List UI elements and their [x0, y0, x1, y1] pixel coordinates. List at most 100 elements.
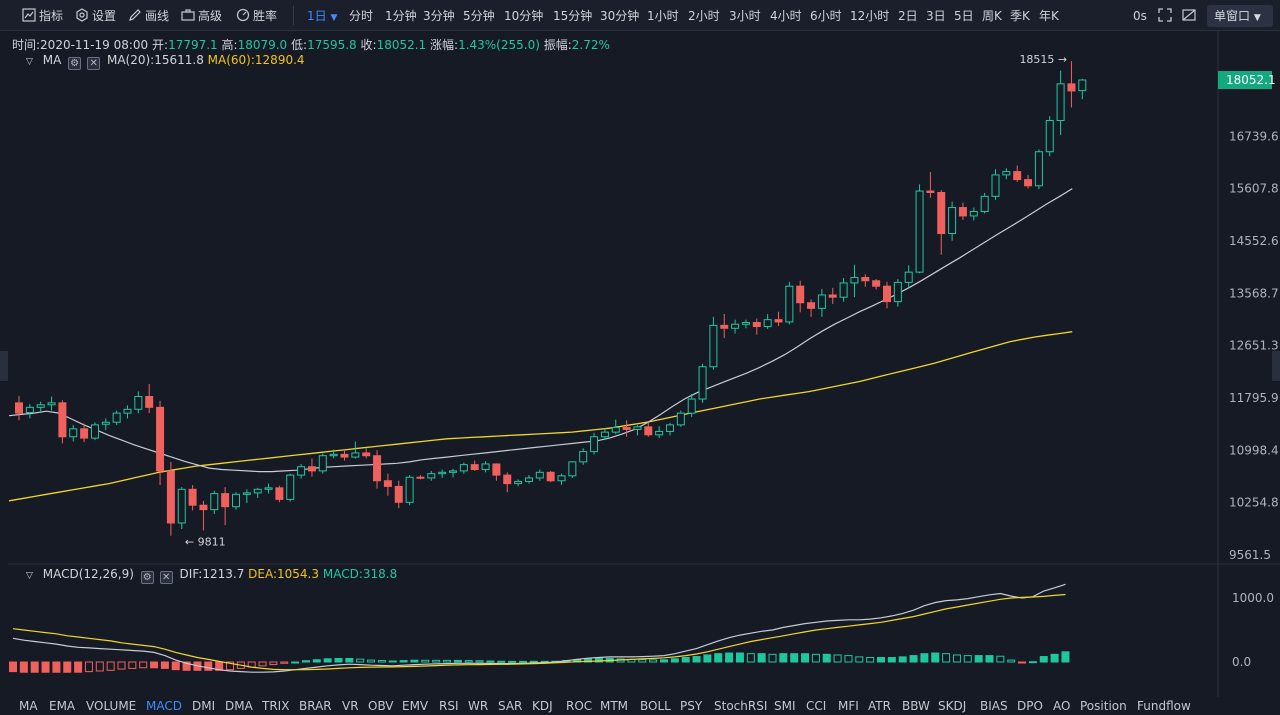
interval-2[interactable]: 3分钟: [423, 9, 455, 23]
indicator-tab-position[interactable]: Position: [1080, 699, 1127, 713]
chevron-down-icon[interactable]: ▽: [26, 57, 33, 67]
winrate-button[interactable]: 胜率: [236, 7, 277, 25]
candle-body: [524, 477, 533, 482]
interval-14[interactable]: 3日: [926, 9, 946, 23]
indicator-tab-mfi[interactable]: MFI: [838, 699, 859, 713]
indicator-tab-sar[interactable]: SAR: [498, 699, 523, 713]
indicator-tab-ao[interactable]: AO: [1053, 699, 1071, 713]
indicator-tab-wr[interactable]: WR: [468, 699, 489, 713]
interval-9[interactable]: 3小时: [729, 9, 761, 23]
indicator-tab-ma[interactable]: MA: [19, 699, 38, 713]
interval-0[interactable]: 分时: [349, 9, 374, 23]
candle-body: [785, 285, 794, 323]
candle-body: [644, 426, 653, 436]
chevron-down-icon[interactable]: ▽: [26, 571, 33, 581]
draw-button[interactable]: 画线: [128, 7, 169, 25]
indicator-tab-rsi[interactable]: RSI: [439, 699, 459, 713]
candle: [199, 500, 208, 531]
ma-close-icon[interactable]: ✕: [87, 57, 101, 70]
candle: [47, 396, 56, 411]
candle: [828, 287, 837, 304]
candle: [112, 410, 121, 425]
settings-button[interactable]: 设置: [75, 7, 116, 25]
candle: [666, 422, 674, 436]
advanced-button[interactable]: 高级: [181, 7, 222, 25]
interval-5[interactable]: 15分钟: [553, 9, 593, 23]
interval-17[interactable]: 季K: [1010, 9, 1030, 23]
candle-body: [807, 302, 816, 309]
candle-body: [383, 480, 392, 487]
indicator-tab-bias[interactable]: BIAS: [980, 699, 1008, 713]
indicator-tab-bbw[interactable]: BBW: [902, 699, 930, 713]
ma-settings-icon[interactable]: ⚙: [68, 57, 82, 70]
macd-bar: [410, 659, 419, 663]
candle-body: [915, 190, 924, 273]
candle-body: [242, 492, 251, 495]
low-label: 低:: [291, 38, 308, 52]
macd-settings-icon[interactable]: ⚙: [140, 571, 154, 584]
candle: [286, 473, 295, 502]
indicator-tab-dmi[interactable]: DMI: [192, 699, 216, 713]
indicator-tab-skdj[interactable]: SKDJ: [938, 699, 967, 713]
interval-8[interactable]: 2小时: [688, 9, 720, 23]
indicator-tab-brar[interactable]: BRAR: [299, 699, 332, 713]
indicator-tab-mtm[interactable]: MTM: [600, 699, 629, 713]
interval-3[interactable]: 5分钟: [463, 9, 495, 23]
indicator-tab-boll[interactable]: BOLL: [640, 699, 671, 713]
candle-body: [470, 464, 479, 471]
macd-close-icon[interactable]: ✕: [159, 571, 173, 584]
macd-bar: [746, 653, 755, 663]
indicator-tab-kdj[interactable]: KDJ: [532, 699, 553, 713]
interval-10[interactable]: 4小时: [770, 9, 802, 23]
macd-bar: [19, 661, 28, 673]
interval-4[interactable]: 10分钟: [504, 9, 544, 23]
interval-15[interactable]: 5日: [954, 9, 974, 23]
indicator-tab-roc[interactable]: ROC: [566, 699, 593, 713]
indicator-tab-stochrsi[interactable]: StochRSI: [714, 699, 768, 713]
indicator-tab-vr[interactable]: VR: [342, 699, 359, 713]
indicator-tab-volume[interactable]: VOLUME: [86, 699, 137, 713]
macd-bar: [356, 658, 365, 663]
indicator-tab-cci[interactable]: CCI: [806, 699, 827, 713]
indicator-tab-ema[interactable]: EMA: [49, 699, 76, 713]
indicator-tab-atr[interactable]: ATR: [868, 699, 891, 713]
indicator-tab-trix[interactable]: TRIX: [262, 699, 290, 713]
macd-bar: [942, 653, 951, 663]
interval-18[interactable]: 年K: [1039, 9, 1059, 23]
candle-body: [340, 453, 349, 458]
indicator-tab-obv[interactable]: OBV: [368, 699, 394, 713]
low-annotation: ← 9811: [185, 536, 226, 549]
candle-body: [937, 191, 946, 235]
interval-11[interactable]: 6小时: [810, 9, 842, 23]
indicator-tab-dma[interactable]: DMA: [225, 699, 253, 713]
candle: [90, 422, 99, 441]
interval-16[interactable]: 周K: [982, 9, 1002, 23]
chart-area[interactable]: 16739.6 15607.8 14552.6 13568.7 12651.3 11795…: [0, 31, 1280, 697]
indicator-tab-dpo[interactable]: DPO: [1017, 699, 1043, 713]
indicators-label: 指标: [39, 9, 64, 23]
camera-icon[interactable]: [1182, 8, 1196, 22]
right-panel-handle[interactable]: [1272, 351, 1280, 381]
interval-13[interactable]: 2日: [898, 9, 918, 23]
interval-7[interactable]: 1小时: [647, 9, 679, 23]
candle: [166, 461, 175, 536]
indicator-tab-fundflow[interactable]: Fundflow: [1137, 699, 1191, 713]
macd-bar: [790, 653, 799, 663]
interval-6[interactable]: 30分钟: [600, 9, 640, 23]
interval-selector[interactable]: 1日 ▼: [307, 8, 337, 26]
macd-bar: [117, 661, 126, 670]
interval-1[interactable]: 1分钟: [385, 9, 417, 23]
candle: [307, 458, 316, 477]
indicators-button[interactable]: 指标: [22, 7, 63, 25]
macd-bar: [399, 660, 408, 663]
candle: [210, 490, 219, 515]
candle-body: [655, 430, 664, 436]
interval-12[interactable]: 12小时: [850, 9, 890, 23]
left-panel-handle[interactable]: [0, 351, 8, 381]
indicator-tab-smi[interactable]: SMI: [774, 699, 796, 713]
indicator-tab-macd[interactable]: MACD: [146, 699, 182, 713]
indicator-tab-emv[interactable]: EMV: [402, 699, 429, 713]
indicator-tab-psy[interactable]: PSY: [680, 699, 703, 713]
fullscreen-icon[interactable]: [1158, 8, 1172, 22]
single-window-button[interactable]: 单窗口 ▼: [1207, 5, 1273, 27]
